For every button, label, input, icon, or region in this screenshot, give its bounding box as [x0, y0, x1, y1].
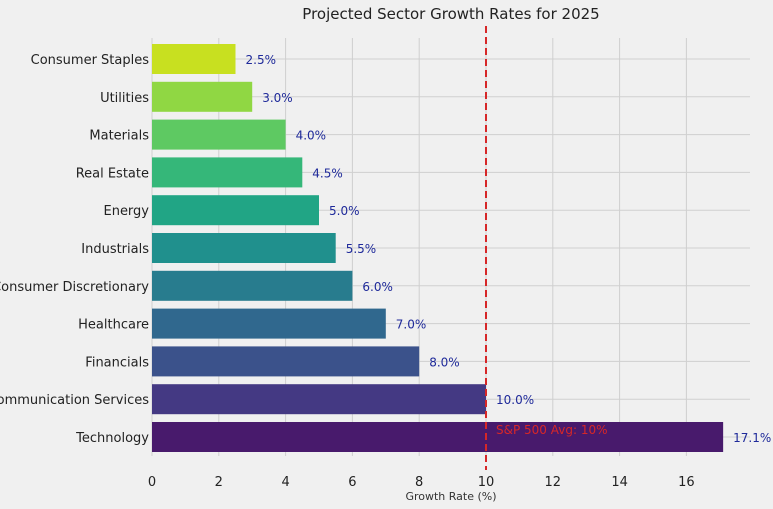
- category-label: Utilities: [100, 91, 149, 106]
- bar: [152, 44, 236, 74]
- x-tick-labels: 0 2 4 6 8 10 12 14 16: [148, 475, 695, 490]
- value-label: 6.0%: [362, 280, 393, 294]
- bar: [152, 308, 386, 339]
- x-tick-label: 12: [545, 475, 562, 490]
- bar: [152, 119, 286, 150]
- value-labels: 2.5% 3.0% 4.0% 4.5% 5.0% 5.5% 6.0% 7.0% 8.0% 10.0…: [246, 53, 772, 445]
- bar: [152, 270, 353, 301]
- value-label: 4.5%: [312, 166, 343, 180]
- bar: [152, 157, 303, 188]
- reference-line-label: S&P 500 Avg: 10%: [496, 423, 608, 437]
- value-label: 2.5%: [246, 53, 277, 67]
- chart-title: Projected Sector Growth Rates for 2025: [302, 5, 599, 23]
- value-label: 10.0%: [496, 393, 534, 407]
- reference-line-group: S&P 500 Avg: 10%: [485, 26, 608, 470]
- x-tick-label: 10: [478, 475, 495, 490]
- category-label: Consumer Discretionary: [0, 280, 149, 295]
- bar: [152, 422, 724, 452]
- value-label: 17.1%: [733, 431, 771, 445]
- category-label: Industrials: [81, 242, 149, 257]
- bars: [152, 44, 724, 452]
- bar: [152, 346, 420, 377]
- x-tick-label: 0: [148, 475, 156, 490]
- bar: [152, 81, 253, 112]
- category-labels: Consumer Staples Utilities Materials Real E…: [0, 53, 149, 446]
- x-tick-label: 6: [348, 475, 356, 490]
- category-label: Communication Services: [0, 393, 149, 408]
- value-label: 5.5%: [346, 242, 377, 256]
- x-tick-label: 2: [215, 475, 223, 490]
- bar: [152, 233, 336, 263]
- bar: [152, 195, 319, 226]
- value-label: 4.0%: [296, 129, 327, 143]
- x-tick-label: 4: [281, 475, 289, 490]
- x-tick-label: 8: [415, 475, 423, 490]
- category-label: Technology: [75, 431, 149, 446]
- bar: [152, 384, 486, 415]
- category-label: Consumer Staples: [31, 53, 150, 68]
- value-label: 7.0%: [396, 318, 427, 332]
- category-label: Financials: [85, 355, 149, 370]
- x-axis-label: Growth Rate (%): [405, 490, 496, 503]
- x-tick-label: 16: [678, 475, 695, 490]
- category-label: Real Estate: [76, 166, 149, 181]
- category-label: Energy: [103, 204, 149, 219]
- x-tick-label: 14: [611, 475, 628, 490]
- value-label: 3.0%: [262, 91, 293, 105]
- category-label: Healthcare: [78, 318, 149, 333]
- category-label: Materials: [89, 129, 149, 144]
- value-label: 8.0%: [429, 355, 460, 369]
- value-label: 5.0%: [329, 204, 360, 218]
